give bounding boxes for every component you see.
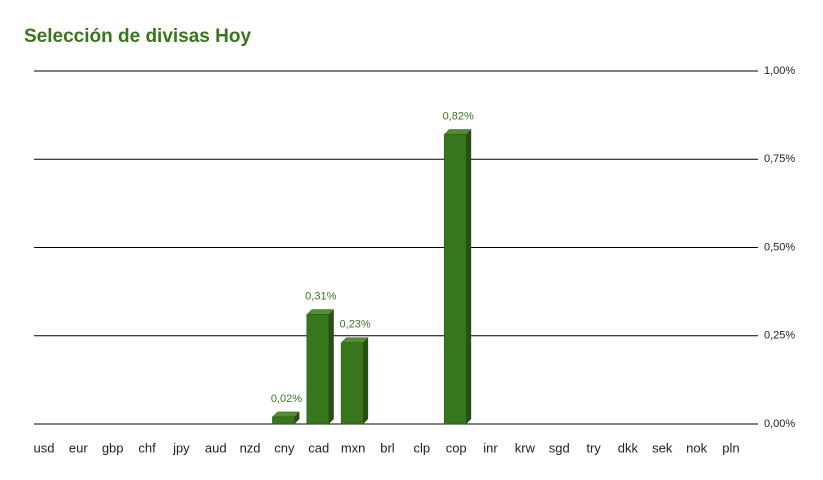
x-tick-label: krw (515, 440, 536, 455)
x-tick-label: chf (138, 440, 156, 455)
value-label: 0,31% (305, 290, 336, 302)
x-tick-label: sek (652, 440, 673, 455)
y-tick-label: 0,25% (764, 330, 795, 342)
bar (443, 129, 472, 425)
x-tick-label: cop (446, 440, 467, 455)
value-label: 0,02% (271, 393, 302, 405)
x-tick-label: usd (33, 440, 54, 455)
bar (271, 411, 301, 425)
bar-top (340, 337, 369, 344)
bar (306, 309, 335, 425)
x-tick-label: jpy (172, 440, 190, 455)
bar-top (271, 411, 301, 418)
bar-side (466, 129, 472, 425)
x-tick-label: sgd (549, 440, 570, 455)
x-tick-label: try (586, 440, 601, 455)
x-tick-label: nok (686, 440, 707, 455)
x-tick-label: cny (274, 440, 295, 455)
bar (340, 337, 369, 425)
bar-front (272, 416, 295, 425)
x-tick-label: cad (308, 440, 329, 455)
x-tick-label: dkk (618, 440, 639, 455)
x-tick-label: nzd (240, 440, 261, 455)
bar-front (443, 134, 467, 425)
value-label: 0,82% (443, 110, 474, 122)
y-tick-label: 1,00% (764, 65, 795, 77)
x-tick-label: pln (722, 440, 739, 455)
bar-top (306, 309, 335, 315)
y-tick-label: 0,50% (764, 241, 795, 253)
x-tick-label: inr (483, 440, 498, 455)
bar-front (340, 342, 364, 425)
chart-title: Selección de divisas Hoy (24, 26, 251, 47)
bar-side (363, 337, 369, 424)
value-label: 0,23% (340, 319, 371, 331)
bar-side (328, 309, 334, 424)
bar-top (443, 129, 472, 135)
x-tick-label: gbp (102, 440, 124, 455)
x-tick-label: clp (414, 440, 431, 455)
bar-front (306, 314, 330, 425)
x-tick-label: mxn (341, 440, 366, 455)
x-tick-label: aud (205, 440, 227, 455)
bar-side (294, 411, 300, 424)
y-tick-label: 0,00% (764, 418, 795, 430)
x-tick-label: eur (69, 440, 88, 455)
x-tick-label: brl (380, 440, 395, 455)
y-tick-label: 0,75% (764, 153, 795, 165)
